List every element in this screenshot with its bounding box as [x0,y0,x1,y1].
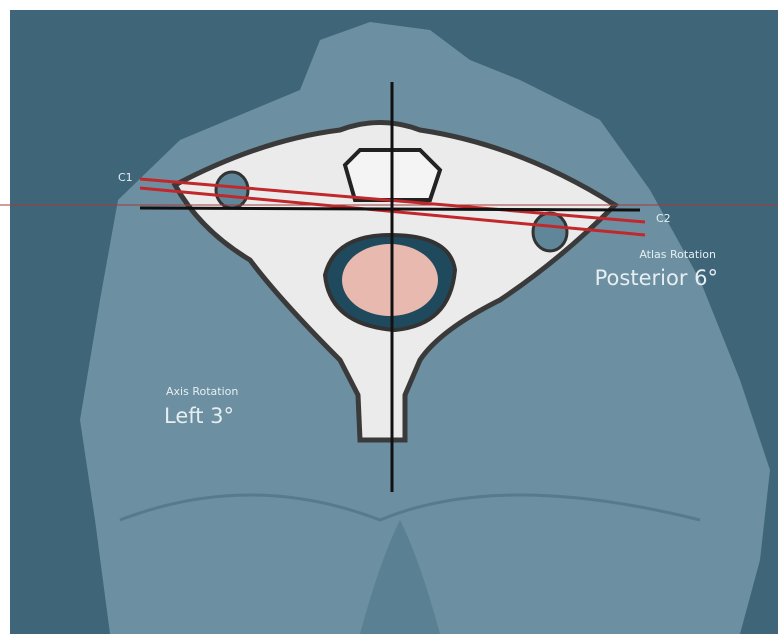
axis-caption: Axis Rotation [166,385,238,398]
spinal-cord [342,244,438,316]
axis-value: Left 3° [164,404,234,428]
foramen-left [216,172,248,208]
horizontal-axis [140,208,640,210]
illustration: C1 C2 Atlas Rotation Posterior 6° Axis R… [0,0,778,634]
foramen-right [533,213,567,251]
c2-label: C2 [656,212,671,225]
atlas-value: Posterior 6° [595,266,718,290]
atlas-caption: Atlas Rotation [639,248,716,261]
c1-label: C1 [118,171,133,184]
